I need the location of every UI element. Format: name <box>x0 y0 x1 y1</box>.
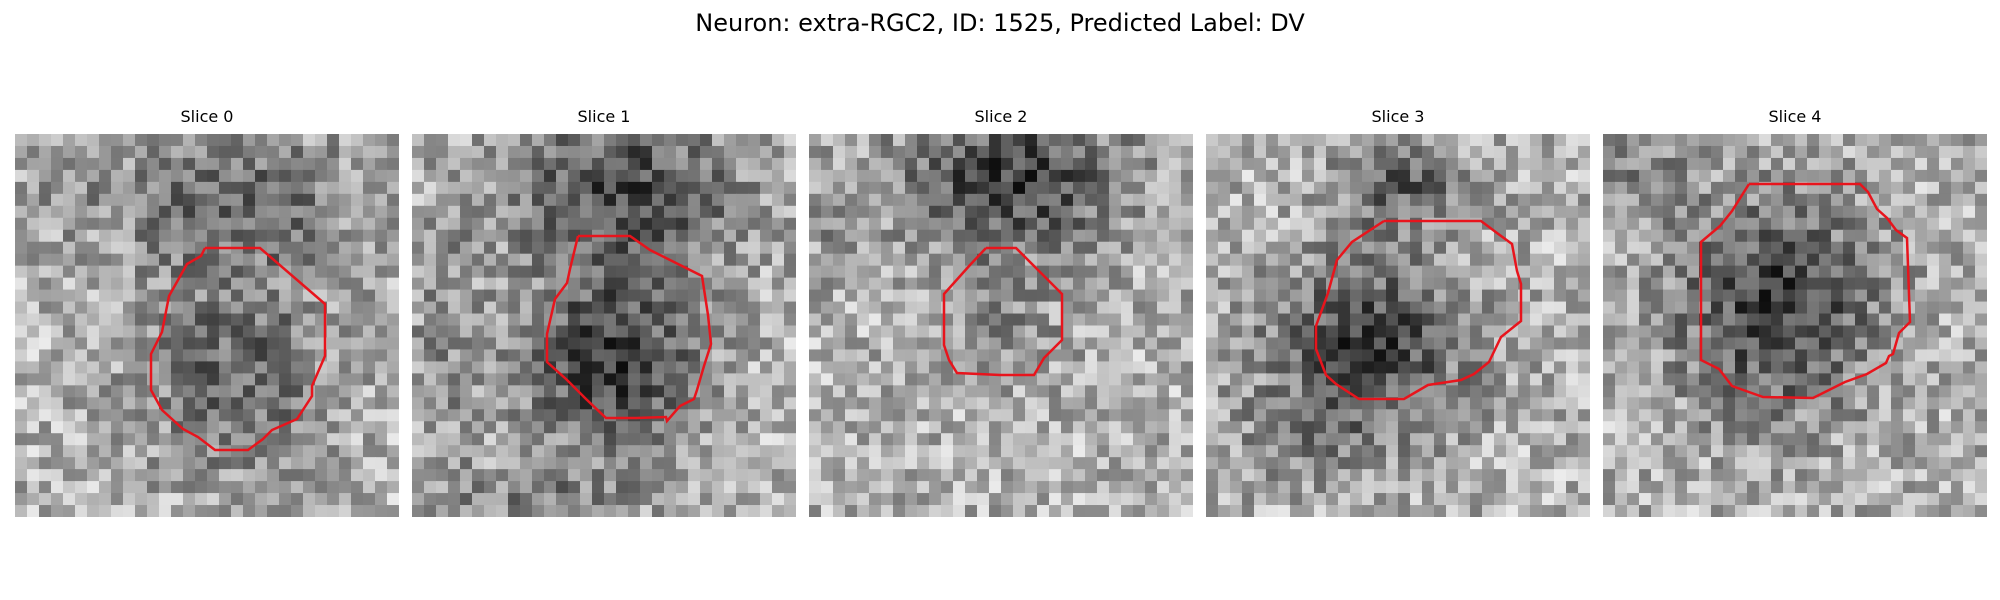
slice-image <box>412 134 796 517</box>
micrograph-pixels <box>15 134 399 517</box>
figure-title: Neuron: extra-RGC2, ID: 1525, Predicted … <box>695 9 1305 37</box>
slice-title: Slice 1 <box>577 107 631 126</box>
micrograph-pixels <box>1603 134 1987 517</box>
slice-title: Slice 4 <box>1768 107 1822 126</box>
cell-outline <box>942 246 1064 377</box>
micrograph-pixels <box>809 134 1193 517</box>
micrograph-pixels <box>412 134 796 517</box>
cell-outline <box>1314 219 1523 401</box>
slice-image <box>809 134 1193 517</box>
slice-title: Slice 2 <box>974 107 1028 126</box>
slice-image <box>1603 134 1987 517</box>
cell-outline <box>1699 182 1912 400</box>
slice-image <box>1206 134 1590 517</box>
micrograph-pixels <box>1206 134 1590 517</box>
slice-title: Slice 0 <box>180 107 234 126</box>
slice-title: Slice 3 <box>1371 107 1425 126</box>
slice-image <box>15 134 399 517</box>
cell-outline <box>149 246 327 452</box>
cell-outline <box>545 234 713 424</box>
